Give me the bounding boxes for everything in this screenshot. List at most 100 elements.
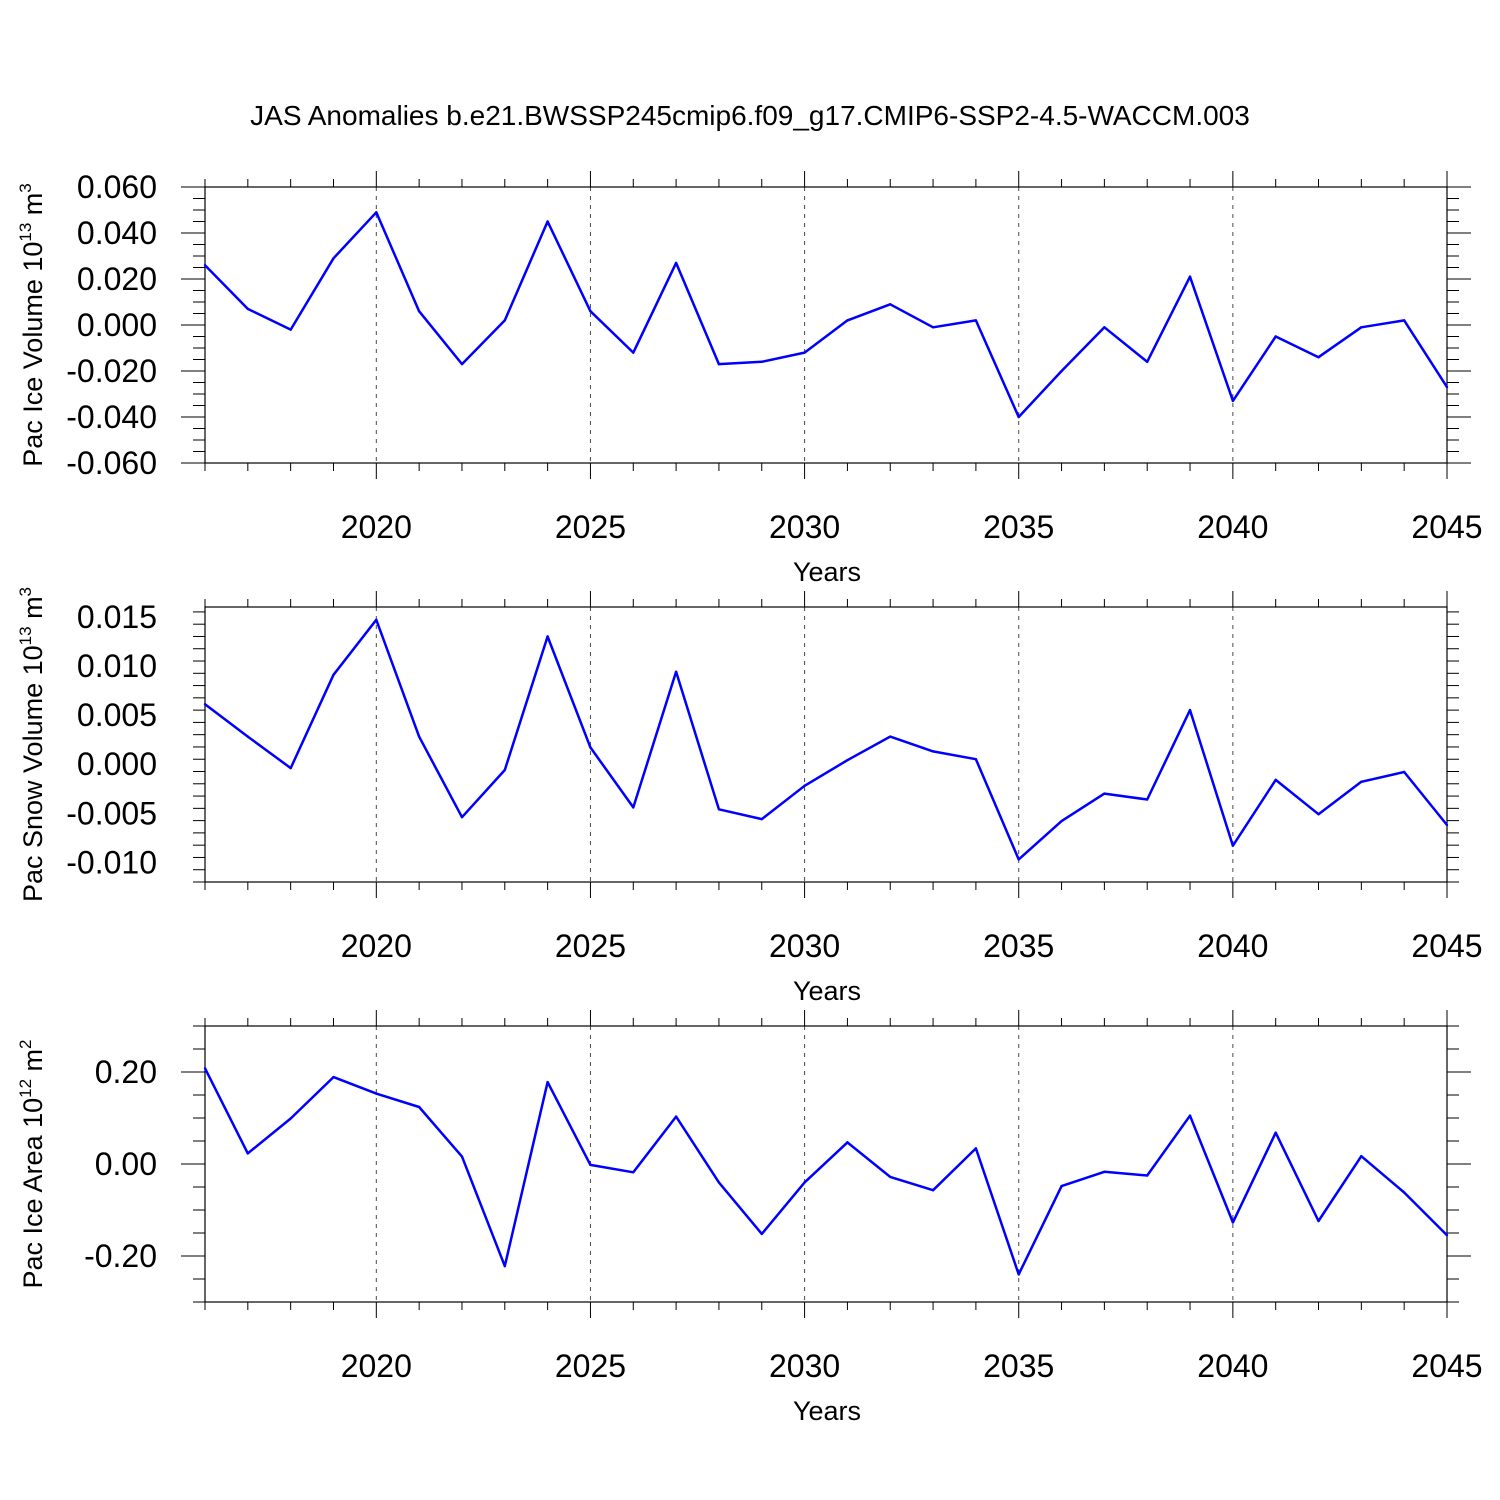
data-point bbox=[1317, 813, 1320, 816]
data-point bbox=[632, 806, 635, 809]
y-axis-label: Pac Ice Volume 1013 m3 bbox=[16, 183, 48, 467]
x-tick-label: 2030 bbox=[769, 1348, 840, 1384]
data-point bbox=[203, 703, 207, 706]
data-point bbox=[717, 1181, 721, 1184]
data-point bbox=[1188, 1114, 1192, 1117]
data-point bbox=[1317, 1219, 1320, 1223]
data-point bbox=[1060, 819, 1063, 823]
panel-1: -0.060 -0.040 -0.020 0.000 0.020 0.040 0.060 20… bbox=[16, 169, 1483, 587]
x-tick-label: 2020 bbox=[341, 1348, 412, 1384]
data-point bbox=[674, 1115, 678, 1118]
data-point bbox=[1360, 1154, 1363, 1158]
data-point bbox=[674, 670, 678, 674]
chart-panels: -0.060 -0.040 -0.020 0.000 0.020 0.040 0.060 20… bbox=[16, 169, 1483, 1426]
data-point bbox=[1274, 1131, 1277, 1134]
plot-frame bbox=[204, 606, 1448, 883]
plot-frame bbox=[204, 186, 1448, 464]
data-point bbox=[203, 1067, 207, 1070]
data-point bbox=[632, 1171, 635, 1174]
x-tick-label: 2025 bbox=[555, 509, 626, 545]
data-point bbox=[589, 746, 592, 749]
data-point bbox=[974, 1147, 978, 1150]
data-point bbox=[931, 750, 935, 753]
x-tick-label: 2045 bbox=[1411, 1348, 1482, 1384]
y-tick-label: 0.000 bbox=[77, 746, 157, 782]
data-point bbox=[246, 1152, 250, 1155]
y-tick-label: -0.040 bbox=[66, 399, 157, 435]
series-line bbox=[204, 211, 1449, 419]
panel-3: -0.20 0.00 0.20 2020 2025 2030 2035 2040 2045 Yea… bbox=[16, 1010, 1483, 1426]
data-point bbox=[375, 1092, 378, 1095]
y-axis-label: Pac Snow Volume 1013 m3 bbox=[16, 587, 48, 902]
x-axis-label: Years bbox=[793, 976, 861, 1006]
y-tick-label: 0.005 bbox=[77, 697, 157, 733]
panel-2: -0.010 -0.005 0.000 0.005 0.010 0.015 2020 2025… bbox=[16, 587, 1483, 1006]
y-tick-label: 0.040 bbox=[77, 215, 157, 251]
data-point bbox=[1103, 326, 1106, 329]
y-tick-label: 0.020 bbox=[77, 261, 157, 297]
y-tick-label: 0.000 bbox=[77, 307, 157, 343]
data-point bbox=[931, 1189, 935, 1192]
y-tick-label: -0.20 bbox=[84, 1238, 157, 1274]
data-point bbox=[332, 257, 335, 260]
x-tick-label: 2035 bbox=[983, 1348, 1054, 1384]
data-point bbox=[460, 1155, 464, 1158]
data-point bbox=[332, 673, 335, 676]
x-tick-label: 2035 bbox=[983, 928, 1054, 964]
data-point bbox=[375, 618, 378, 621]
data-point bbox=[589, 1163, 592, 1167]
data-point bbox=[1402, 1191, 1406, 1194]
x-tick-label: 2035 bbox=[983, 509, 1054, 545]
data-point bbox=[889, 303, 892, 306]
data-point bbox=[417, 310, 421, 313]
data-point bbox=[1188, 708, 1192, 712]
data-point bbox=[889, 1175, 892, 1179]
y-tick-label: 0.20 bbox=[95, 1054, 157, 1090]
data-point bbox=[760, 1232, 763, 1236]
x-tick-label: 2030 bbox=[769, 509, 840, 545]
data-point bbox=[546, 220, 549, 223]
data-point bbox=[760, 817, 763, 821]
data-point bbox=[289, 328, 292, 331]
data-point bbox=[1103, 792, 1106, 795]
data-point bbox=[1445, 1234, 1449, 1237]
data-point bbox=[803, 784, 806, 787]
data-point bbox=[246, 307, 250, 311]
data-point bbox=[1146, 798, 1149, 801]
data-point bbox=[460, 362, 464, 366]
data-point bbox=[1231, 844, 1235, 847]
data-point bbox=[1103, 1170, 1106, 1174]
data-point bbox=[289, 1117, 292, 1120]
series-line bbox=[203, 1067, 1448, 1276]
y-tick-label: 0.010 bbox=[77, 648, 157, 684]
data-point bbox=[889, 735, 892, 738]
chart-title: JAS Anomalies b.e21.BWSSP245cmip6.f09_g1… bbox=[250, 100, 1250, 131]
data-point bbox=[803, 1181, 806, 1184]
x-tick-label: 2045 bbox=[1411, 509, 1482, 545]
data-point bbox=[717, 362, 721, 366]
data-point bbox=[1402, 319, 1406, 322]
data-point bbox=[1274, 778, 1277, 782]
data-point bbox=[417, 1105, 421, 1109]
data-point bbox=[1317, 356, 1320, 359]
data-point bbox=[1231, 399, 1235, 403]
x-tick-label: 2020 bbox=[341, 928, 412, 964]
data-point bbox=[546, 635, 549, 638]
data-point bbox=[375, 211, 378, 214]
data-point bbox=[546, 1080, 549, 1084]
data-point bbox=[246, 735, 250, 738]
data-point bbox=[632, 351, 635, 354]
data-point bbox=[589, 310, 592, 313]
y-tick-label: 0.00 bbox=[95, 1146, 157, 1182]
data-point bbox=[503, 319, 506, 322]
data-point bbox=[1402, 770, 1406, 774]
x-tick-label: 2020 bbox=[341, 509, 412, 545]
x-tick-label: 2025 bbox=[555, 1348, 626, 1384]
data-point bbox=[1274, 335, 1277, 338]
x-tick-label: 2040 bbox=[1197, 928, 1268, 964]
x-tick-label: 2025 bbox=[555, 928, 626, 964]
data-point bbox=[203, 264, 207, 267]
x-tick-label: 2040 bbox=[1197, 509, 1268, 545]
x-axis-label: Years bbox=[793, 1396, 861, 1426]
x-tick-label: 2040 bbox=[1197, 1348, 1268, 1384]
